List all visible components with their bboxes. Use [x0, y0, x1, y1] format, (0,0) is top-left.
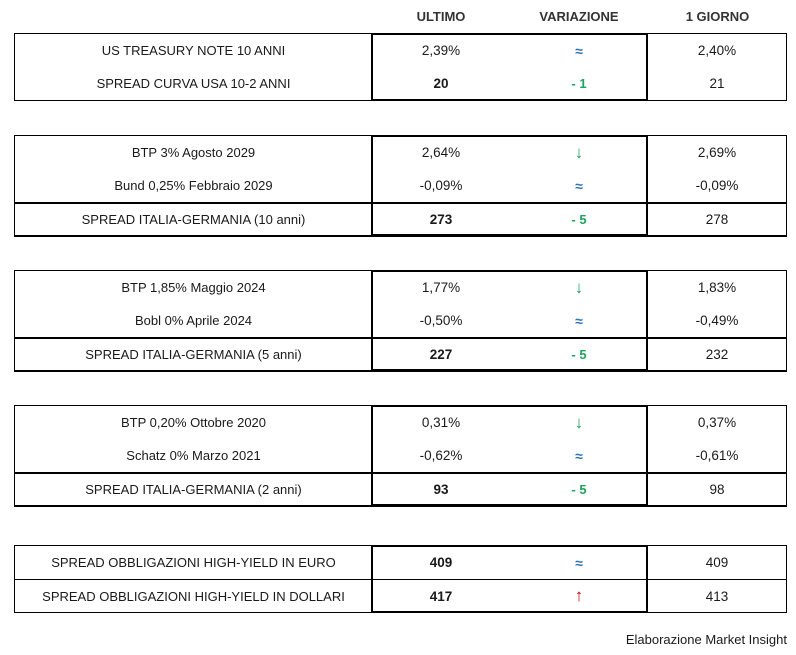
ultimo-value: 2,39% [421, 43, 461, 58]
giorno-value: 98 [709, 482, 725, 497]
ultimo-value: 0,31% [421, 415, 461, 430]
variation-value: - 5 [571, 482, 587, 497]
attribution-text: Elaborazione Market Insight [625, 632, 787, 647]
column-header-1-giorno: 1 GIORNO [685, 9, 750, 24]
ultimo-value: -0,50% [419, 313, 463, 328]
giorno-value: 2,40% [697, 43, 737, 58]
giorno-value: 21 [709, 76, 725, 91]
arrow-down-icon: ↓ [574, 277, 584, 297]
instrument-label: BTP 0,20% Ottobre 2020 [120, 415, 267, 430]
ultimo-value: 2,64% [421, 145, 461, 160]
row-high-yield-euro: SPREAD OBBLIGAZIONI HIGH-YIELD IN EURO 4… [15, 546, 786, 579]
ultimo-value: 417 [429, 588, 453, 604]
giorno-value: 278 [705, 212, 729, 227]
row-spread-usa-10-2: SPREAD CURVA USA 10-2 ANNI 20 - 1 21 [15, 67, 786, 100]
instrument-label: SPREAD OBBLIGAZIONI HIGH-YIELD IN DOLLAR… [42, 588, 345, 604]
ultimo-value: -0,62% [419, 448, 463, 463]
instrument-label: SPREAD ITALIA-GERMANIA (5 anni) [85, 347, 302, 362]
block-10y-italy-germany: BTP 3% Agosto 2029 2,64% ↓ 2,69% Bund 0,… [14, 135, 787, 237]
approx-equal-icon: ≈ [575, 177, 583, 194]
approx-equal-icon: ≈ [575, 447, 583, 464]
ultimo-value: 1,77% [421, 280, 461, 295]
giorno-value: 413 [705, 588, 729, 604]
row-bund-febbraio-2029: Bund 0,25% Febbraio 2029 -0,09% ≈ -0,09% [15, 169, 786, 202]
column-header-ultimo: ULTIMO [416, 9, 466, 24]
ultimo-value: 409 [429, 555, 453, 570]
row-schatz-marzo-2021: Schatz 0% Marzo 2021 -0,62% ≈ -0,61% [15, 439, 786, 472]
arrow-up-icon: ↑ [574, 586, 584, 605]
instrument-label: SPREAD ITALIA-GERMANIA (10 anni) [81, 212, 306, 227]
instrument-label: Schatz 0% Marzo 2021 [126, 448, 261, 463]
variation-value: - 1 [571, 76, 587, 91]
row-spread-italia-germania-5y: SPREAD ITALIA-GERMANIA (5 anni) 227 - 5 … [15, 337, 786, 370]
instrument-label: SPREAD CURVA USA 10-2 ANNI [96, 76, 291, 91]
ultimo-value: 20 [433, 76, 449, 91]
ultimo-value: 93 [433, 482, 449, 497]
giorno-value: 232 [705, 347, 729, 362]
row-btp-maggio-2024: BTP 1,85% Maggio 2024 1,77% ↓ 1,83% [15, 271, 786, 304]
ultimo-value: 227 [429, 347, 453, 362]
giorno-value: 2,69% [697, 145, 737, 160]
instrument-label: Bobl 0% Aprile 2024 [134, 313, 253, 328]
giorno-value: 0,37% [697, 415, 737, 430]
instrument-label: BTP 3% Agosto 2029 [131, 145, 256, 160]
row-btp-agosto-2029: BTP 3% Agosto 2029 2,64% ↓ 2,69% [15, 136, 786, 169]
arrow-down-icon: ↓ [574, 142, 584, 162]
ultimo-value: -0,09% [419, 178, 463, 193]
giorno-value: -0,09% [695, 178, 739, 193]
column-header-variazione: VARIAZIONE [539, 9, 619, 24]
row-us-treasury-10y: US TREASURY NOTE 10 ANNI 2,39% ≈ 2,40% [15, 34, 786, 67]
instrument-label: US TREASURY NOTE 10 ANNI [101, 43, 286, 58]
block-5y-italy-germany: BTP 1,85% Maggio 2024 1,77% ↓ 1,83% Bobl… [14, 270, 787, 372]
ultimo-value: 273 [429, 212, 453, 227]
approx-equal-icon: ≈ [575, 312, 583, 329]
block-us-rates: US TREASURY NOTE 10 ANNI 2,39% ≈ 2,40% S… [14, 33, 787, 101]
instrument-label: Bund 0,25% Febbraio 2029 [114, 178, 273, 193]
giorno-value: 1,83% [697, 280, 737, 295]
variation-value: - 5 [571, 212, 587, 227]
giorno-value: -0,61% [695, 448, 739, 463]
block-high-yield: SPREAD OBBLIGAZIONI HIGH-YIELD IN EURO 4… [14, 545, 787, 613]
row-high-yield-dollari: SPREAD OBBLIGAZIONI HIGH-YIELD IN DOLLAR… [15, 579, 786, 612]
instrument-label: BTP 1,85% Maggio 2024 [121, 280, 266, 295]
block-2y-italy-germany: BTP 0,20% Ottobre 2020 0,31% ↓ 0,37% Sch… [14, 405, 787, 507]
variation-value: - 5 [571, 347, 587, 362]
approx-equal-icon: ≈ [575, 42, 583, 59]
instrument-label: SPREAD ITALIA-GERMANIA (2 anni) [85, 482, 302, 497]
giorno-value: 409 [705, 555, 729, 570]
row-bobl-aprile-2024: Bobl 0% Aprile 2024 -0,50% ≈ -0,49% [15, 304, 786, 337]
row-btp-ottobre-2020: BTP 0,20% Ottobre 2020 0,31% ↓ 0,37% [15, 406, 786, 439]
instrument-label: SPREAD OBBLIGAZIONI HIGH-YIELD IN EURO [51, 555, 336, 570]
table-header: ULTIMO VARIAZIONE 1 GIORNO [14, 0, 787, 33]
giorno-value: -0,49% [695, 313, 739, 328]
arrow-down-icon: ↓ [574, 412, 584, 432]
approx-equal-icon: ≈ [575, 554, 583, 571]
row-spread-italia-germania-10y: SPREAD ITALIA-GERMANIA (10 anni) 273 - 5… [15, 202, 786, 235]
row-spread-italia-germania-2y: SPREAD ITALIA-GERMANIA (2 anni) 93 - 5 9… [15, 472, 786, 505]
